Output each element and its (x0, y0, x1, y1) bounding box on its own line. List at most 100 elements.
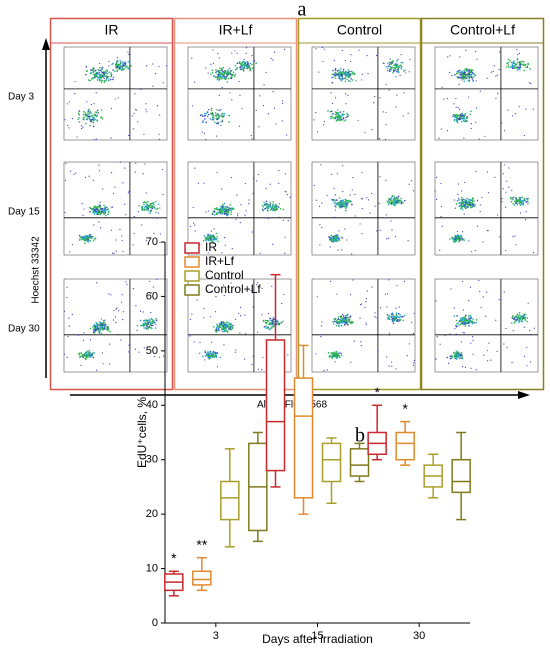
event-dot (464, 181, 466, 184)
event-dot (289, 196, 291, 198)
event-dot (134, 93, 136, 95)
event-dot (523, 326, 525, 328)
event-dot (367, 199, 370, 201)
event-dot (233, 75, 236, 77)
event-dot (334, 320, 337, 323)
event-dot (287, 220, 289, 222)
event-dot (340, 71, 342, 74)
event-dot (334, 194, 336, 196)
event-dot (338, 356, 341, 359)
event-dot (92, 328, 95, 330)
event-dot (389, 68, 391, 71)
event-dot (360, 341, 362, 343)
event-dot (206, 111, 209, 113)
event-dot (205, 239, 207, 242)
event-dot (104, 72, 106, 75)
event-dot (229, 207, 232, 210)
event-dot (455, 203, 458, 205)
event-dot (217, 52, 219, 55)
event-dot (461, 231, 464, 233)
event-dot (396, 68, 399, 70)
event-dot (323, 124, 325, 126)
event-dot (410, 180, 412, 182)
event-dot (212, 241, 215, 244)
event-dot (315, 111, 317, 114)
event-dot (128, 190, 130, 192)
event-dot (154, 207, 156, 210)
event-dot (82, 214, 84, 216)
event-dot (251, 54, 253, 57)
event-dot (507, 109, 509, 111)
row-label: Day 30 (8, 324, 40, 335)
event-dot (461, 322, 463, 324)
event-dot (450, 288, 452, 290)
event-dot (521, 320, 523, 323)
event-dot (498, 68, 500, 71)
event-dot (255, 109, 257, 111)
event-dot (234, 351, 236, 353)
event-dot (396, 94, 398, 96)
event-dot (203, 317, 205, 319)
event-dot (65, 162, 67, 165)
event-dot (490, 359, 492, 361)
event-dot (394, 69, 397, 72)
event-dot (199, 352, 201, 354)
event-dot (97, 69, 100, 71)
event-dot (89, 111, 91, 114)
event-dot (342, 117, 345, 120)
event-dot (266, 203, 269, 206)
event-dot (338, 115, 340, 117)
event-dot (457, 107, 459, 109)
event-dot (512, 202, 515, 205)
event-dot (341, 200, 344, 202)
event-dot (209, 238, 212, 240)
event-dot (341, 76, 344, 78)
event-dot (345, 116, 347, 119)
event-dot (456, 353, 459, 355)
event-dot (453, 199, 456, 201)
event-dot (121, 239, 123, 242)
event-dot (391, 202, 393, 204)
event-dot (435, 198, 438, 200)
event-dot (209, 235, 212, 238)
box (321, 442, 342, 483)
event-dot (454, 73, 456, 76)
event-dot (104, 209, 107, 211)
event-dot (469, 315, 471, 317)
event-dot (392, 322, 395, 325)
event-dot (142, 323, 144, 326)
event-dot (330, 173, 332, 175)
event-dot (462, 365, 464, 368)
event-dot (463, 75, 466, 78)
event-dot (316, 296, 318, 298)
event-dot (395, 318, 397, 320)
event-dot (107, 326, 110, 329)
event-dot (364, 131, 366, 134)
event-dot (243, 67, 246, 69)
event-dot (197, 182, 200, 184)
event-dot (516, 314, 518, 316)
event-dot (509, 196, 512, 199)
event-dot (89, 339, 92, 341)
event-dot (242, 69, 245, 72)
event-dot (461, 357, 464, 359)
event-dot (227, 208, 230, 211)
event-dot (275, 123, 277, 125)
event-dot (484, 135, 486, 137)
event-dot (532, 252, 535, 254)
event-dot (103, 327, 106, 330)
event-dot (400, 61, 403, 64)
event-dot (365, 301, 367, 303)
event-dot (158, 138, 161, 140)
event-dot (78, 121, 81, 123)
event-dot (217, 69, 220, 72)
event-dot (211, 352, 213, 355)
event-dot (218, 73, 220, 76)
legend-label: Control+Lf (205, 282, 261, 296)
event-dot (397, 69, 399, 72)
event-dot (467, 74, 469, 76)
event-dot (402, 319, 404, 321)
event-dot (347, 114, 349, 116)
event-dot (492, 71, 494, 73)
event-dot (97, 73, 100, 75)
